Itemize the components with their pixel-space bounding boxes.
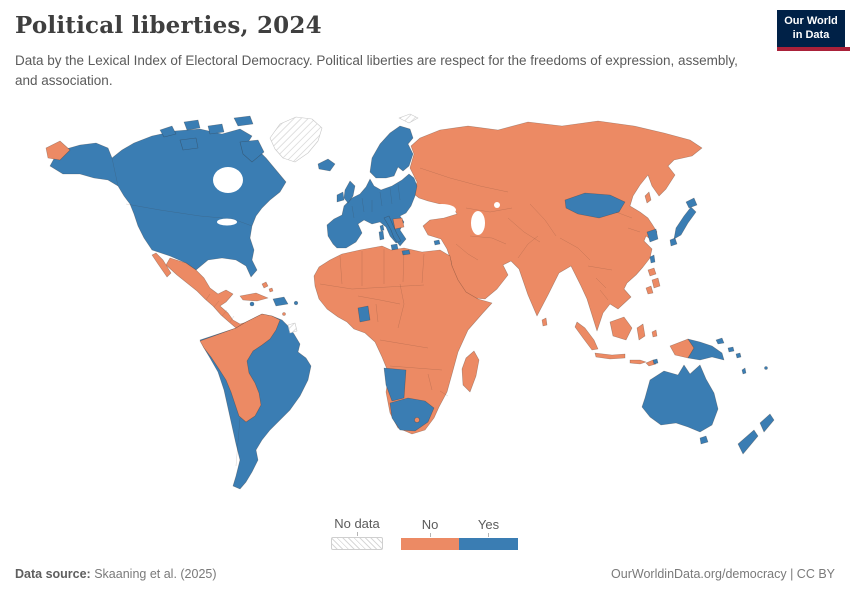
country-greenland[interactable]: [269, 116, 323, 163]
legend-categories-group: No Yes: [401, 517, 518, 550]
country-new-zealand[interactable]: [737, 413, 775, 455]
chart-subtitle: Data by the Lexical Index of Electoral D…: [15, 53, 738, 88]
region-western-balkans[interactable]: [392, 217, 405, 230]
data-source-label: Data source:: [15, 567, 91, 581]
country-cyprus[interactable]: [433, 239, 441, 246]
caspian-sea: [471, 211, 485, 235]
region-canadian-arctic-islands[interactable]: [159, 115, 265, 163]
region-svalbard[interactable]: [398, 113, 419, 124]
region-europe[interactable]: [326, 173, 418, 249]
data-source-value[interactable]: Skaaning et al. (2025): [94, 567, 217, 581]
hudson-bay: [213, 167, 243, 193]
country-solomon-islands[interactable]: [727, 346, 742, 359]
page-title: Political liberties, 2024: [15, 12, 322, 39]
country-taiwan[interactable]: [649, 254, 656, 264]
legend-swatch-yes[interactable]: [459, 538, 518, 550]
region-andean-south-america[interactable]: [199, 313, 281, 423]
country-vanuatu[interactable]: [741, 367, 747, 375]
data-source: Data source: Skaaning et al. (2025): [15, 567, 217, 581]
country-ireland[interactable]: [336, 191, 345, 203]
country-united-kingdom[interactable]: [343, 180, 356, 204]
country-indonesia[interactable]: [574, 316, 658, 367]
country-puerto-rico[interactable]: [293, 300, 299, 306]
region-mediterranean-islands[interactable]: [378, 224, 411, 256]
license-link[interactable]: CC BY: [796, 567, 835, 581]
country-timor-leste[interactable]: [652, 358, 659, 365]
owid-logo-line2: in Data: [792, 28, 830, 41]
legend-tick: [488, 533, 489, 537]
footer-separator: |: [790, 567, 794, 581]
country-borders: [111, 157, 641, 467]
country-fiji[interactable]: [764, 366, 768, 370]
map-legend: No data No Yes: [331, 516, 518, 550]
country-lesotho[interactable]: [414, 417, 420, 423]
owid-logo[interactable]: Our World in Data: [777, 10, 850, 51]
country-namibia[interactable]: [383, 367, 407, 402]
country-sri-lanka[interactable]: [541, 317, 548, 327]
region-north-america[interactable]: [49, 128, 287, 278]
country-suriname[interactable]: [287, 322, 298, 334]
country-bahamas[interactable]: [261, 281, 274, 293]
legend-label-yes: Yes: [477, 517, 500, 532]
country-philippines[interactable]: [645, 267, 661, 295]
country-ghana[interactable]: [357, 305, 371, 323]
legend-category-labels: No Yes: [401, 517, 518, 532]
country-south-korea[interactable]: [646, 228, 659, 243]
great-lakes: [217, 218, 237, 226]
country-jamaica[interactable]: [249, 301, 255, 307]
region-scandinavia[interactable]: [369, 125, 414, 179]
country-australia[interactable]: [641, 364, 719, 433]
region-africa[interactable]: [313, 245, 493, 435]
country-papua-new-guinea[interactable]: [687, 337, 725, 361]
legend-color-bar: [401, 538, 518, 550]
region-sakhalin[interactable]: [644, 191, 652, 204]
legend-tick: [429, 533, 431, 537]
legend-tick: [356, 532, 358, 536]
world-map: [45, 113, 775, 490]
country-madagascar[interactable]: [461, 350, 480, 393]
country-mongolia[interactable]: [564, 192, 626, 219]
legend-no-data-label: No data: [334, 516, 380, 531]
owid-url-link[interactable]: OurWorldinData.org/democracy: [611, 567, 787, 581]
aral-sea: [494, 202, 500, 208]
owid-logo-line1: Our World: [784, 15, 838, 27]
country-south-africa[interactable]: [389, 397, 435, 432]
country-cuba[interactable]: [239, 292, 269, 302]
country-dominican-republic[interactable]: [272, 296, 289, 307]
chart-footer: Data source: Skaaning et al. (2025) OurW…: [15, 567, 835, 581]
country-japan[interactable]: [669, 197, 698, 247]
owid-logo-box: Our World in Data: [777, 10, 845, 47]
region-chukotka[interactable]: [45, 140, 71, 161]
legend-no-data-group[interactable]: No data: [331, 516, 383, 550]
legend-no-data-swatch[interactable]: [331, 537, 383, 550]
footer-right: OurWorldinData.org/democracy | CC BY: [611, 567, 835, 581]
legend-swatch-no[interactable]: [401, 538, 459, 550]
country-trinidad[interactable]: [282, 312, 286, 316]
legend-ticks: [401, 532, 518, 538]
region-tasmania[interactable]: [699, 435, 709, 445]
legend-label-no: No: [421, 517, 439, 532]
black-sea: [428, 204, 456, 216]
owid-logo-accent-bar: [777, 46, 850, 51]
country-iceland[interactable]: [317, 158, 336, 172]
